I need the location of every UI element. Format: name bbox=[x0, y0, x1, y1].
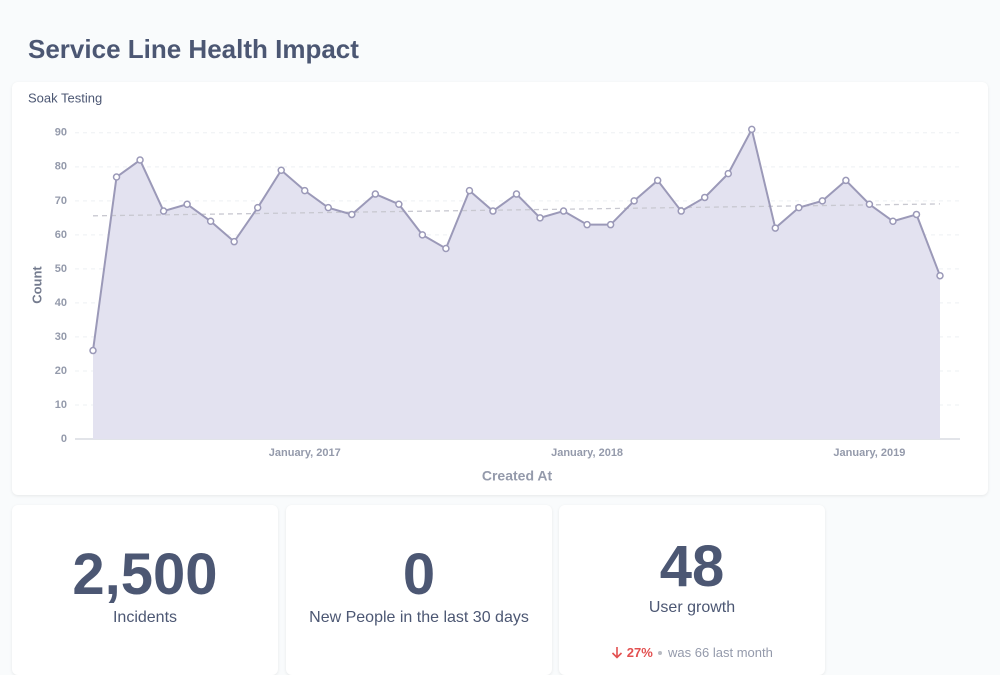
card-label: Incidents bbox=[112, 609, 178, 626]
comparison-period: last month bbox=[712, 645, 773, 660]
chart: Soak Testing Count Created At 0 10 20 30 40 5… bbox=[28, 90, 960, 484]
x-axis-label: Created At bbox=[482, 468, 553, 484]
point bbox=[536, 214, 544, 222]
point bbox=[465, 186, 474, 195]
point bbox=[136, 156, 144, 164]
y-axis-label: Count bbox=[29, 266, 44, 304]
point bbox=[324, 203, 333, 212]
point bbox=[206, 217, 215, 226]
point bbox=[677, 207, 685, 215]
x-tick-label: January, 2017 bbox=[269, 447, 341, 459]
y-tick-label: 60 bbox=[55, 229, 67, 241]
card-value: 2,500 bbox=[72, 542, 218, 607]
y-tick-label: 80 bbox=[55, 161, 67, 173]
card-value: 0 bbox=[402, 542, 436, 607]
point bbox=[159, 207, 168, 215]
point bbox=[89, 346, 97, 355]
point bbox=[606, 220, 615, 229]
point bbox=[630, 197, 638, 205]
point bbox=[724, 169, 732, 178]
chart-title: Soak Testing bbox=[28, 90, 102, 105]
y-tick-label: 40 bbox=[55, 297, 67, 309]
point bbox=[512, 190, 521, 198]
point bbox=[889, 217, 897, 226]
point bbox=[583, 220, 591, 229]
y-tick-label: 50 bbox=[55, 263, 67, 275]
point bbox=[395, 200, 403, 208]
point bbox=[418, 231, 427, 239]
point bbox=[559, 207, 568, 215]
separator-dot bbox=[658, 651, 663, 655]
number-card: 2,500 Incidents bbox=[12, 505, 278, 675]
y-tick-label: 20 bbox=[55, 365, 67, 377]
previous-value: was 66 bbox=[668, 645, 710, 660]
point bbox=[748, 125, 756, 134]
point bbox=[818, 197, 827, 205]
down-arrow-icon bbox=[612, 647, 623, 659]
point bbox=[348, 210, 356, 219]
point bbox=[865, 200, 874, 208]
point bbox=[795, 203, 803, 212]
area bbox=[93, 129, 940, 440]
point bbox=[112, 173, 121, 181]
card-label: New People in the last 30 days bbox=[309, 609, 529, 626]
y-tick-label: 0 bbox=[61, 433, 67, 445]
point bbox=[653, 176, 662, 185]
x-tick-label: January, 2018 bbox=[551, 447, 623, 459]
y-tick-label: 30 bbox=[55, 331, 67, 343]
card-value: 48 bbox=[659, 534, 725, 599]
point bbox=[277, 166, 285, 174]
card-label: User growth bbox=[648, 599, 736, 616]
number-card: 48 User growth 27% was 66 last month bbox=[559, 505, 825, 675]
x-tick-label: January, 2019 bbox=[833, 447, 905, 459]
point bbox=[936, 271, 944, 280]
point bbox=[253, 203, 262, 212]
point bbox=[771, 224, 780, 232]
card-comparison: 27% was 66 last month bbox=[559, 645, 825, 660]
point bbox=[442, 244, 450, 253]
point bbox=[230, 237, 238, 246]
point bbox=[842, 176, 850, 185]
point bbox=[371, 190, 380, 198]
point bbox=[700, 193, 709, 202]
point bbox=[489, 207, 497, 215]
point bbox=[912, 210, 921, 219]
y-tick-label: 90 bbox=[55, 127, 67, 139]
change-percent: 27% bbox=[626, 645, 653, 660]
point bbox=[183, 200, 191, 208]
dashboard-title: Service Line Health Impact bbox=[28, 34, 359, 64]
point bbox=[301, 186, 309, 195]
number-card: 0 New People in the last 30 days bbox=[286, 505, 552, 675]
y-tick-label: 10 bbox=[55, 399, 67, 411]
y-tick-label: 70 bbox=[55, 195, 67, 207]
chart-card: Soak Testing Count Created At 0 10 20 30 40 5… bbox=[12, 82, 988, 495]
